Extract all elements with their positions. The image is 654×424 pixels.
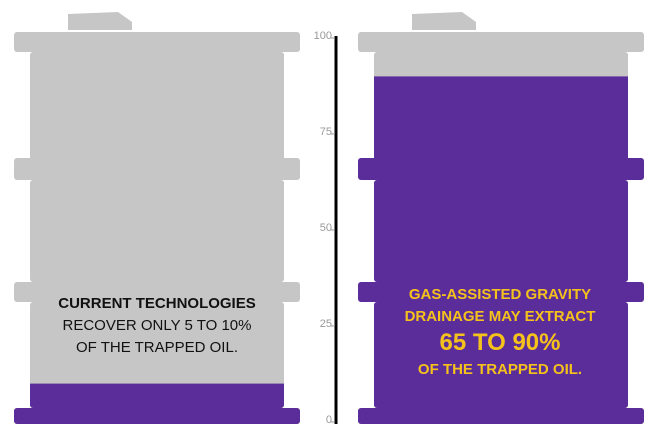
annotation-line: OF THE TRAPPED OIL.	[418, 361, 582, 378]
barrel-part	[30, 180, 284, 282]
barrel-part	[30, 52, 284, 160]
barrel	[14, 32, 300, 424]
y-tick-label: 75	[320, 126, 332, 138]
barrel-part	[30, 302, 284, 408]
annotation-line: 65 TO 90%	[440, 329, 561, 356]
y-tick-label: 100	[314, 30, 332, 42]
y-tick-label: 0	[326, 414, 332, 424]
annotation-line: RECOVER ONLY 5 TO 10%	[63, 317, 252, 334]
y-tick-label: 25	[320, 318, 332, 330]
barrel-part	[358, 32, 644, 52]
barrel-part	[14, 282, 300, 302]
annotation-line: GAS-ASSISTED GRAVITY	[409, 286, 591, 303]
annotation-line: DRAINAGE MAY EXTRACT	[405, 308, 596, 325]
oil-fill	[14, 383, 300, 424]
barrel-cap	[68, 12, 132, 30]
oil-fill	[358, 76, 644, 424]
annotation-line: OF THE TRAPPED OIL.	[76, 339, 238, 356]
annotation-line: CURRENT TECHNOLOGIES	[58, 295, 256, 312]
y-tick-label: 50	[320, 222, 332, 234]
barrel-part	[14, 32, 300, 52]
barrel-part	[14, 158, 300, 180]
barrel-cap	[412, 12, 476, 30]
